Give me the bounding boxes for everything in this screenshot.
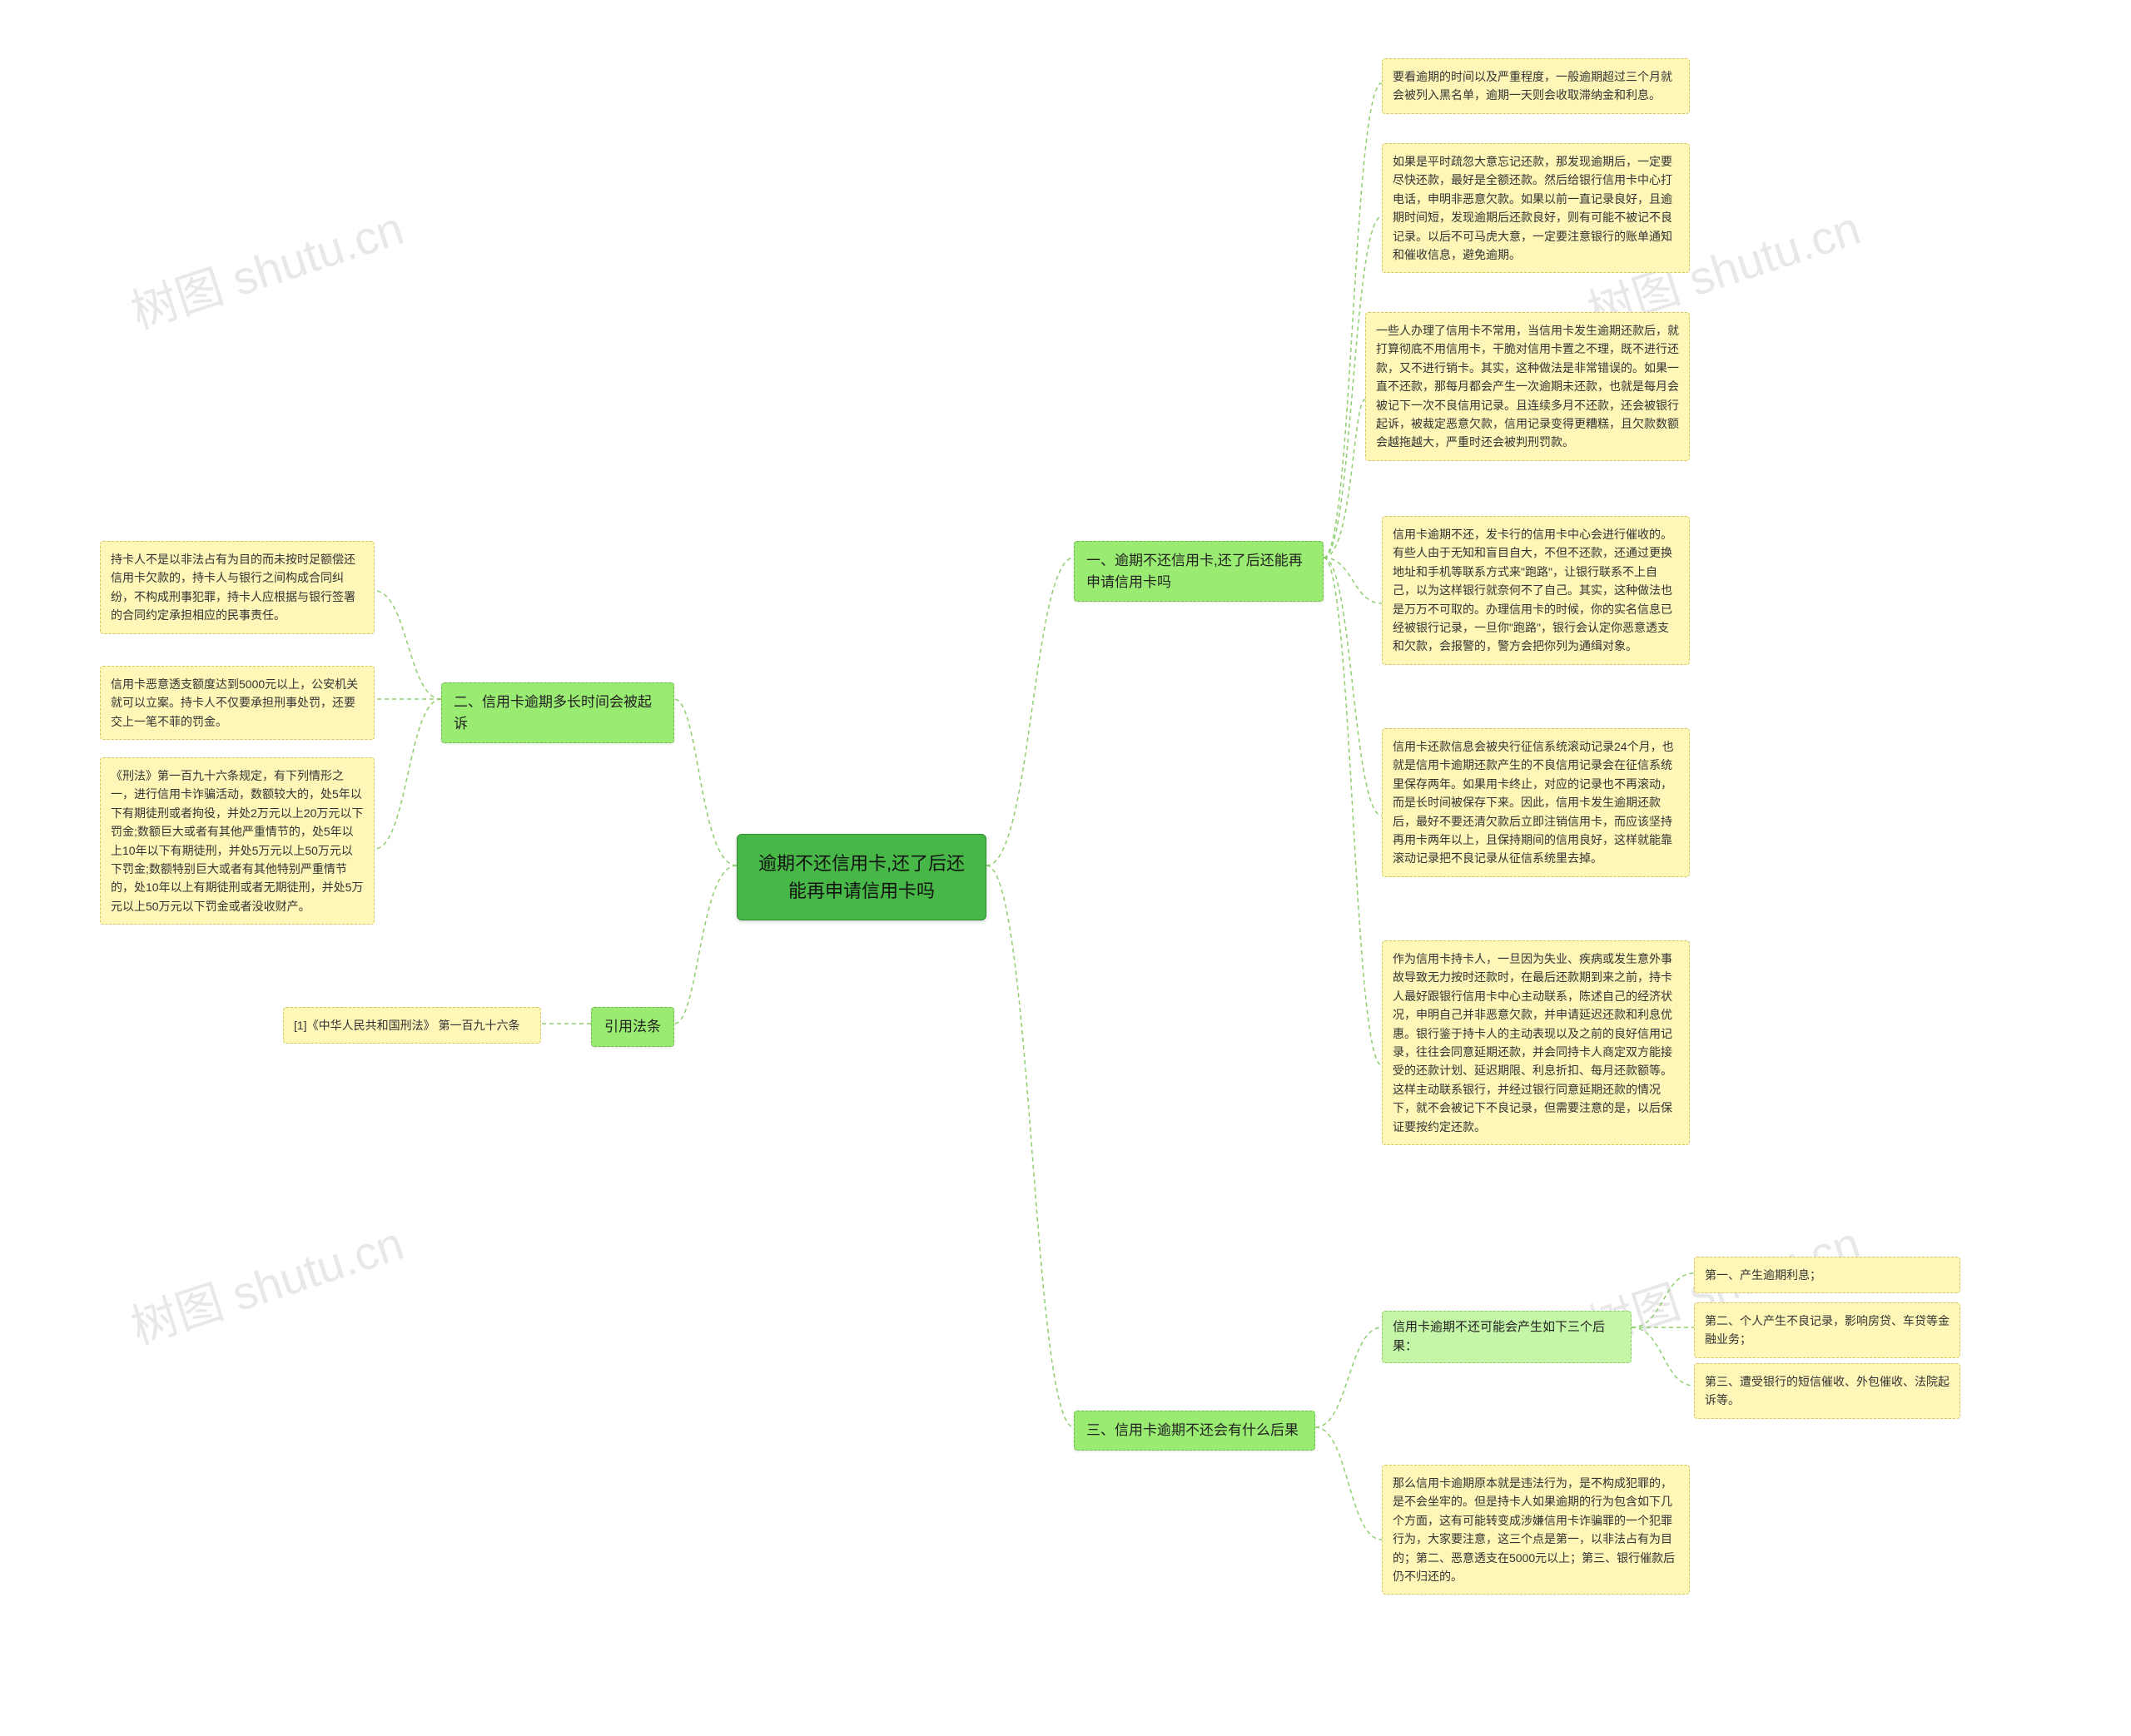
leaf-node[interactable]: 作为信用卡持卡人，一旦因为失业、疾病或发生意外事故导致无力按时还款时，在最后还款… [1382,940,1690,1145]
sub-node[interactable]: 信用卡逾期不还可能会产生如下三个后果： [1382,1311,1632,1363]
branch-label: 一、逾期不还信用卡,还了后还能再申请信用卡吗 [1086,553,1303,590]
leaf-node[interactable]: [1]《中华人民共和国刑法》 第一百九十六条 [283,1007,541,1044]
leaf-text: 作为信用卡持卡人，一旦因为失业、疾病或发生意外事故导致无力按时还款时，在最后还款… [1393,952,1672,1133]
leaf-text: 《刑法》第一百九十六条规定，有下列情形之一，进行信用卡诈骗活动，数额较大的，处5… [111,769,363,913]
leaf-node[interactable]: 信用卡逾期不还，发卡行的信用卡中心会进行催收的。有些人由于无知和盲目自大，不但不… [1382,516,1690,665]
leaf-node[interactable]: 第三、遭受银行的短信催收、外包催收、法院起诉等。 [1694,1363,1960,1419]
leaf-node[interactable]: 《刑法》第一百九十六条规定，有下列情形之一，进行信用卡诈骗活动，数额较大的，处5… [100,757,375,925]
leaf-node[interactable]: 一些人办理了信用卡不常用，当信用卡发生逾期还款后，就打算彻底不用信用卡，干脆对信… [1365,312,1690,461]
leaf-node[interactable]: 持卡人不是以非法占有为目的而未按时足额偿还信用卡欠款的，持卡人与银行之间构成合同… [100,541,375,634]
leaf-text: 那么信用卡逾期原本就是违法行为，是不构成犯罪的，是不会坐牢的。但是持卡人如果逾期… [1393,1476,1675,1583]
sub-text: 信用卡逾期不还可能会产生如下三个后果： [1393,1320,1605,1353]
branch-label: 引用法条 [604,1019,661,1034]
leaf-text: [1]《中华人民共和国刑法》 第一百九十六条 [294,1019,519,1032]
leaf-node[interactable]: 信用卡还款信息会被央行征信系统滚动记录24个月，也就是信用卡逾期还款产生的不良信… [1382,728,1690,877]
leaf-text: 信用卡恶意透支额度达到5000元以上，公安机关就可以立案。持卡人不仅要承担刑事处… [111,677,358,728]
leaf-text: 信用卡逾期不还，发卡行的信用卡中心会进行催收的。有些人由于无知和盲目自大，不但不… [1393,528,1672,652]
leaf-node[interactable]: 那么信用卡逾期原本就是违法行为，是不构成犯罪的，是不会坐牢的。但是持卡人如果逾期… [1382,1465,1690,1595]
leaf-node[interactable]: 第一、产生逾期利息； [1694,1257,1960,1293]
leaf-text: 持卡人不是以非法占有为目的而未按时足额偿还信用卡欠款的，持卡人与银行之间构成合同… [111,553,355,622]
leaf-text: 一些人办理了信用卡不常用，当信用卡发生逾期还款后，就打算彻底不用信用卡，干脆对信… [1376,324,1679,449]
leaf-text: 信用卡还款信息会被央行征信系统滚动记录24个月，也就是信用卡逾期还款产生的不良信… [1393,740,1674,865]
branch-node-1[interactable]: 一、逾期不还信用卡,还了后还能再申请信用卡吗 [1074,541,1324,602]
root-label: 逾期不还信用卡,还了后还能再申请信用卡吗 [758,853,965,901]
branch-label: 三、信用卡逾期不还会有什么后果 [1086,1422,1299,1438]
leaf-text: 要看逾期的时间以及严重程度，一般逾期超过三个月就会被列入黑名单，逾期一天则会收取… [1393,70,1672,102]
branch-node-4[interactable]: 引用法条 [591,1007,674,1047]
watermark: 树图 shutu.cn [122,191,411,343]
leaf-text: 第二、个人产生不良记录，影响房贷、车贷等金融业务； [1705,1314,1950,1346]
branch-node-3[interactable]: 三、信用卡逾期不还会有什么后果 [1074,1411,1315,1451]
leaf-text: 第三、遭受银行的短信催收、外包催收、法院起诉等。 [1705,1375,1950,1406]
branch-label: 二、信用卡逾期多长时间会被起诉 [454,694,652,732]
branch-node-2[interactable]: 二、信用卡逾期多长时间会被起诉 [441,682,674,743]
leaf-node[interactable]: 要看逾期的时间以及严重程度，一般逾期超过三个月就会被列入黑名单，逾期一天则会收取… [1382,58,1690,114]
mindmap-root[interactable]: 逾期不还信用卡,还了后还能再申请信用卡吗 [737,834,986,920]
leaf-node[interactable]: 信用卡恶意透支额度达到5000元以上，公安机关就可以立案。持卡人不仅要承担刑事处… [100,666,375,740]
leaf-text: 如果是平时疏忽大意忘记还款，那发现逾期后，一定要尽快还款，最好是全额还款。然后给… [1393,155,1672,261]
leaf-text: 第一、产生逾期利息； [1705,1268,1821,1282]
leaf-node[interactable]: 第二、个人产生不良记录，影响房贷、车贷等金融业务； [1694,1302,1960,1358]
watermark: 树图 shutu.cn [122,1207,411,1358]
leaf-node[interactable]: 如果是平时疏忽大意忘记还款，那发现逾期后，一定要尽快还款，最好是全额还款。然后给… [1382,143,1690,273]
